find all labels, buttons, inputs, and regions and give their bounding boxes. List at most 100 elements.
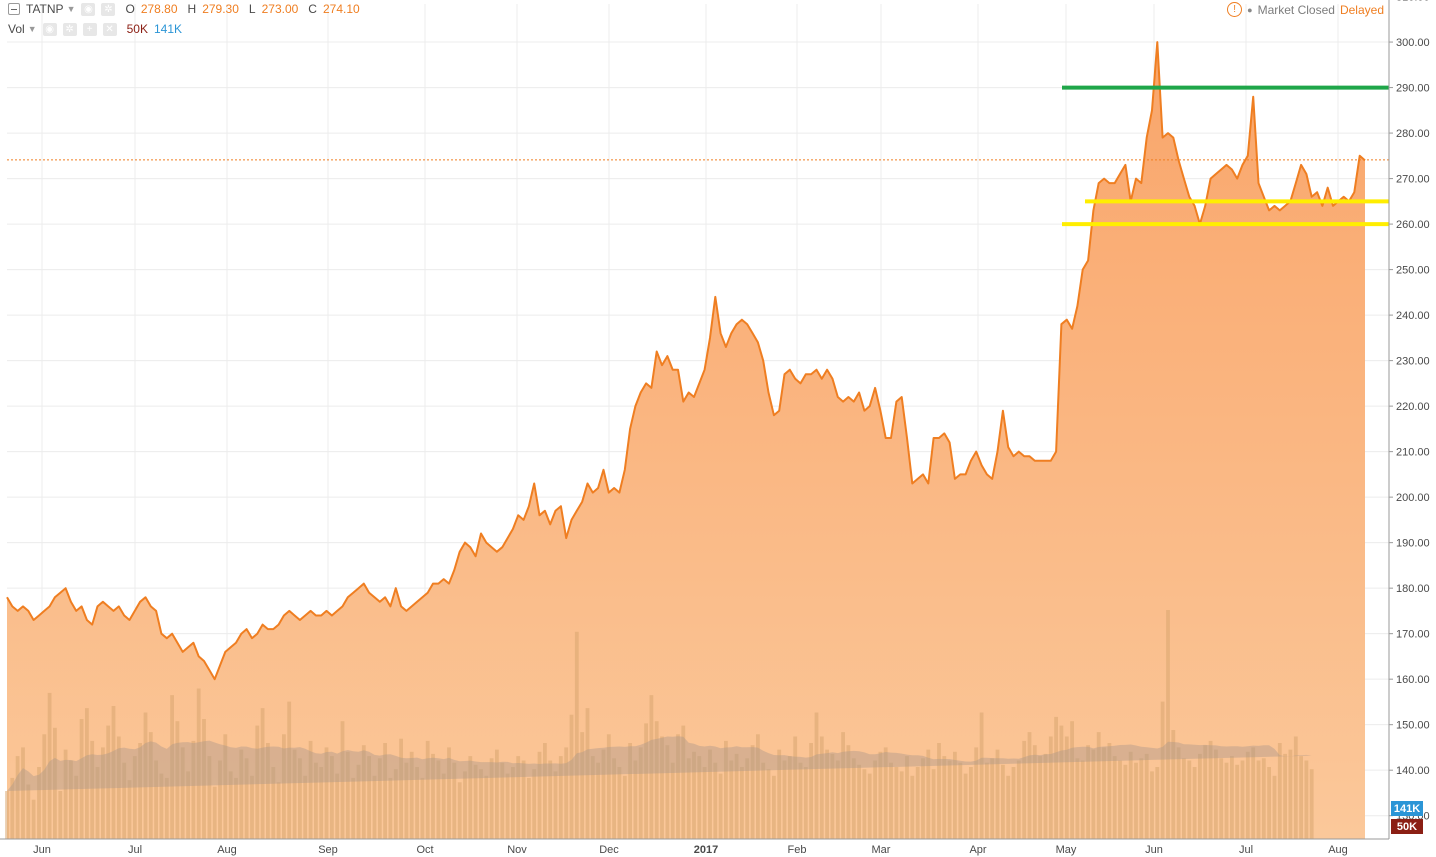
volume-bar xyxy=(1267,767,1271,839)
volume-bar xyxy=(558,756,563,839)
x-tick-label: 2017 xyxy=(694,844,718,856)
market-status: ! ● Market Closed Delayed xyxy=(1227,2,1384,17)
volume-bar xyxy=(340,721,345,839)
caret-down-icon[interactable]: ▼ xyxy=(66,4,76,14)
volume-bar xyxy=(798,762,803,839)
x-tick-label: Dec xyxy=(599,844,619,856)
volume-bar xyxy=(1006,775,1011,839)
x-tick-label: Jul xyxy=(1239,844,1253,856)
volume-bar xyxy=(830,753,835,839)
price-line[interactable] xyxy=(6,41,1366,681)
volume-bar xyxy=(1208,740,1213,839)
volume-bar xyxy=(175,721,180,839)
volume-bar xyxy=(484,775,489,839)
volume-bar xyxy=(298,758,302,839)
volume-bar xyxy=(697,756,702,839)
y-tick-label: 210.00 xyxy=(1396,447,1430,459)
volume-bar xyxy=(37,767,41,839)
volume-bar xyxy=(351,777,356,839)
volume-bar xyxy=(58,791,63,839)
volume-bar xyxy=(835,760,840,839)
volume-bar xyxy=(420,777,425,839)
volume-bar xyxy=(622,775,627,839)
y-tick-label: 270.00 xyxy=(1396,174,1430,186)
volume-bar xyxy=(1107,743,1112,839)
eye-icon[interactable]: ◉ xyxy=(42,22,57,36)
volume-bar xyxy=(404,762,409,839)
volume-bar xyxy=(303,775,308,839)
plus-icon[interactable]: + xyxy=(82,22,97,36)
volume-bar xyxy=(686,758,691,839)
close-icon[interactable]: ✕ xyxy=(102,22,117,36)
open-label: O xyxy=(125,2,135,16)
volume-name[interactable]: Vol xyxy=(8,22,25,36)
volume-bar xyxy=(521,760,526,839)
volume-bar xyxy=(1261,758,1266,839)
volume-bar xyxy=(915,767,920,839)
volume-bar xyxy=(974,747,979,839)
vol-badge-50k xyxy=(1391,819,1423,834)
volume-bar xyxy=(244,758,249,839)
level-lines[interactable] xyxy=(7,85,1389,227)
x-tick-label: May xyxy=(1056,844,1077,856)
x-tick-label: Oct xyxy=(416,844,433,856)
volume-bar xyxy=(85,708,89,839)
caret-down-icon[interactable]: ▼ xyxy=(27,24,37,34)
volume-bar xyxy=(1230,756,1234,839)
volume-bar xyxy=(995,749,1000,839)
volume-bar xyxy=(564,747,569,839)
volume-bar xyxy=(1224,762,1229,839)
volume-bar xyxy=(63,749,68,839)
y-tick-label: 290.00 xyxy=(1396,83,1430,95)
volume-bar xyxy=(644,723,648,839)
volume-bar xyxy=(990,758,995,839)
x-tick-label: Mar xyxy=(872,844,891,856)
volume-bar xyxy=(372,775,377,839)
volume-bar xyxy=(393,769,398,839)
volume-bar xyxy=(979,712,984,839)
volume-bar xyxy=(1219,758,1224,839)
volume-bar xyxy=(772,775,776,839)
volume-bar xyxy=(782,760,787,839)
volume-bar xyxy=(1064,736,1069,839)
volume-bar xyxy=(383,743,387,839)
volume-bar xyxy=(740,767,744,839)
collapse-icon[interactable] xyxy=(8,3,20,15)
volume-bar xyxy=(596,762,600,839)
volume-bar xyxy=(590,756,595,839)
volume-bar xyxy=(1027,732,1032,839)
volume-bar xyxy=(127,780,132,839)
gear-icon[interactable]: ✲ xyxy=(101,2,116,16)
volume-bar xyxy=(649,695,654,839)
symbol-legend[interactable]: TATNP ▼ ◉ ✲ O 278.80 H 279.30 L 273.00 C… xyxy=(8,2,360,16)
volume-bar xyxy=(324,747,329,839)
eye-icon[interactable]: ◉ xyxy=(81,2,96,16)
volume-bar xyxy=(702,767,707,839)
volume-bar xyxy=(1048,736,1053,839)
volume-legend[interactable]: Vol ▼ ◉ ✲ + ✕ 50K 141K xyxy=(8,22,182,36)
volume-bar xyxy=(132,756,137,839)
volume-bar xyxy=(857,764,861,839)
x-tick-label: Aug xyxy=(1328,844,1348,856)
volume-bar xyxy=(638,747,643,839)
volume-bar xyxy=(947,760,952,839)
y-tick-label: 140.00 xyxy=(1396,765,1430,777)
y-tick-label: 250.00 xyxy=(1396,265,1430,277)
volume-bar xyxy=(633,760,638,839)
volume-bar xyxy=(537,751,542,839)
volume-bar xyxy=(271,767,276,839)
gear-icon[interactable]: ✲ xyxy=(62,22,77,36)
volume-bar xyxy=(335,773,340,839)
volume-ma-slow: 141K xyxy=(153,22,182,36)
volume-bar xyxy=(79,719,84,839)
volume-bar xyxy=(255,725,260,839)
warning-icon[interactable]: ! xyxy=(1227,2,1243,17)
volume-bar xyxy=(665,745,670,839)
x-tick-label: Jun xyxy=(1145,844,1163,856)
volume-bar xyxy=(106,725,111,839)
symbol-name[interactable]: TATNP xyxy=(26,2,64,16)
volume-bar xyxy=(660,736,664,839)
volume-bar xyxy=(1256,760,1261,839)
volume-bar xyxy=(1182,758,1186,839)
